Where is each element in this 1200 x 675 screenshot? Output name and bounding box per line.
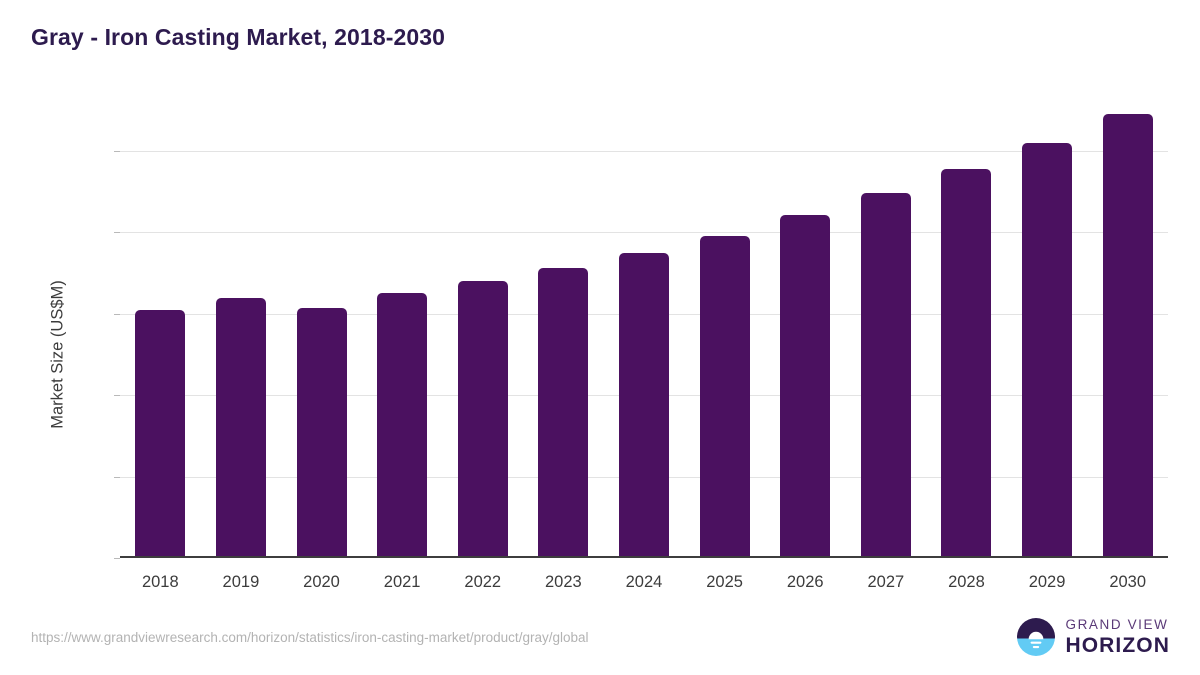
bar-group[interactable]: 2019	[201, 90, 282, 591]
bar-group[interactable]: 2024	[604, 90, 685, 591]
x-axis-line	[120, 556, 1168, 558]
bar-group[interactable]: 2026	[765, 90, 846, 591]
x-tick-label: 2030	[1109, 573, 1147, 591]
brand-logo: GRAND VIEW HORIZON	[1016, 617, 1170, 657]
y-tick-mark	[114, 151, 120, 153]
y-tick-mark	[114, 232, 120, 234]
gridline	[120, 232, 1168, 234]
bar-group[interactable]: 2018	[120, 90, 201, 591]
y-tick-mark	[114, 313, 120, 315]
bar[interactable]	[1102, 114, 1153, 558]
x-tick-label: 2022	[464, 573, 502, 591]
bar[interactable]	[457, 281, 508, 558]
bar-group[interactable]: 2021	[362, 90, 443, 591]
y-tick-mark	[114, 395, 120, 397]
x-tick-label: 2025	[706, 573, 743, 591]
bar-group[interactable]: 2030	[1087, 90, 1168, 591]
bar[interactable]	[618, 252, 669, 558]
bar[interactable]	[1022, 142, 1073, 558]
bar[interactable]	[296, 308, 347, 558]
grand-view-horizon-logo-icon	[1017, 618, 1056, 656]
x-tick-label: 2024	[625, 573, 663, 591]
page-title: Gray - Iron Casting Market, 2018-2030	[31, 24, 446, 50]
logo-line-horizon: HORIZON	[1065, 633, 1170, 657]
bar-group[interactable]: 2020	[281, 90, 362, 591]
bar[interactable]	[135, 309, 186, 558]
gridline	[120, 151, 1168, 153]
bar[interactable]	[699, 235, 750, 558]
y-tick-mark	[114, 558, 120, 559]
bar-group[interactable]: 2025	[684, 90, 765, 591]
bar-group[interactable]: 2022	[442, 90, 523, 591]
x-tick-label: 2029	[1028, 573, 1066, 591]
x-tick-label: 2021	[383, 573, 421, 591]
bar-group[interactable]: 2028	[926, 90, 1007, 591]
x-tick-label: 2019	[222, 573, 260, 591]
bar-group[interactable]: 2023	[523, 90, 604, 591]
source-url-text: https://www.grandviewresearch.com/horizo…	[31, 630, 589, 645]
logo-wordmark: GRAND VIEW HORIZON	[1065, 618, 1170, 656]
plot-area: 020k40k60k80k100k 2018201920202021202220…	[114, 90, 1168, 591]
bar-group[interactable]: 2027	[846, 90, 927, 591]
y-tick-mark	[114, 476, 120, 478]
x-tick-label: 2018	[141, 573, 179, 591]
bar[interactable]	[941, 169, 992, 558]
bar[interactable]	[215, 297, 266, 558]
bar-group[interactable]: 2029	[1007, 90, 1088, 591]
bar[interactable]	[538, 267, 589, 558]
y-axis-label: Market Size (US$M)	[48, 280, 67, 429]
x-tick-label: 2027	[867, 573, 905, 591]
x-tick-label: 2023	[545, 573, 582, 591]
x-tick-label: 2026	[786, 573, 824, 591]
bar[interactable]	[780, 215, 831, 558]
x-tick-label: 2020	[303, 573, 340, 591]
logo-line-grand-view: GRAND VIEW	[1065, 617, 1169, 633]
x-tick-label: 2028	[948, 573, 985, 591]
bar[interactable]	[860, 193, 911, 558]
bar[interactable]	[377, 293, 428, 558]
